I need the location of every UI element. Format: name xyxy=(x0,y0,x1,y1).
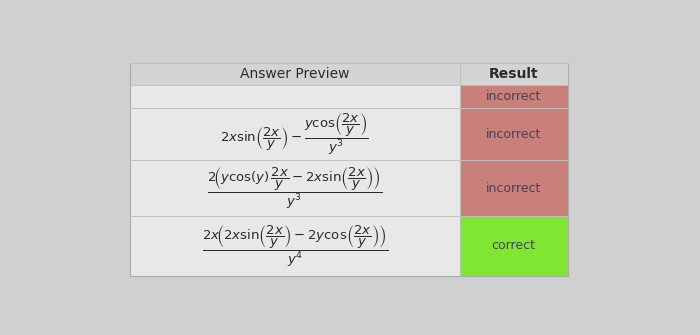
Text: Answer Preview: Answer Preview xyxy=(240,67,349,81)
Text: incorrect: incorrect xyxy=(486,90,541,103)
Text: incorrect: incorrect xyxy=(486,182,541,195)
Bar xyxy=(459,216,568,276)
Bar xyxy=(130,160,459,216)
Bar xyxy=(459,160,568,216)
Bar xyxy=(130,63,568,276)
Bar xyxy=(130,108,459,160)
Text: incorrect: incorrect xyxy=(486,128,541,141)
Bar xyxy=(459,108,568,160)
Bar xyxy=(130,63,459,85)
Bar xyxy=(130,216,459,276)
Bar xyxy=(130,85,459,108)
Text: Result: Result xyxy=(489,67,538,81)
Text: correct: correct xyxy=(491,239,536,252)
Bar xyxy=(459,63,568,85)
Text: $\dfrac{2x\!\left(2x\sin\!\left(\dfrac{2x}{y}\right) - 2y\cos\!\left(\dfrac{2x}{: $\dfrac{2x\!\left(2x\sin\!\left(\dfrac{2… xyxy=(202,223,388,269)
Text: $\dfrac{2\!\left(y\cos(y)\,\dfrac{2x}{y} - 2x\sin\!\left(\dfrac{2x}{y}\right)\ri: $\dfrac{2\!\left(y\cos(y)\,\dfrac{2x}{y}… xyxy=(207,165,382,211)
Text: $2x \sin\!\left(\dfrac{2x}{y}\right) - \dfrac{y\cos\!\left(\dfrac{2x}{y}\right)}: $2x \sin\!\left(\dfrac{2x}{y}\right) - \… xyxy=(220,112,369,157)
Bar xyxy=(130,63,568,276)
Bar xyxy=(459,85,568,108)
